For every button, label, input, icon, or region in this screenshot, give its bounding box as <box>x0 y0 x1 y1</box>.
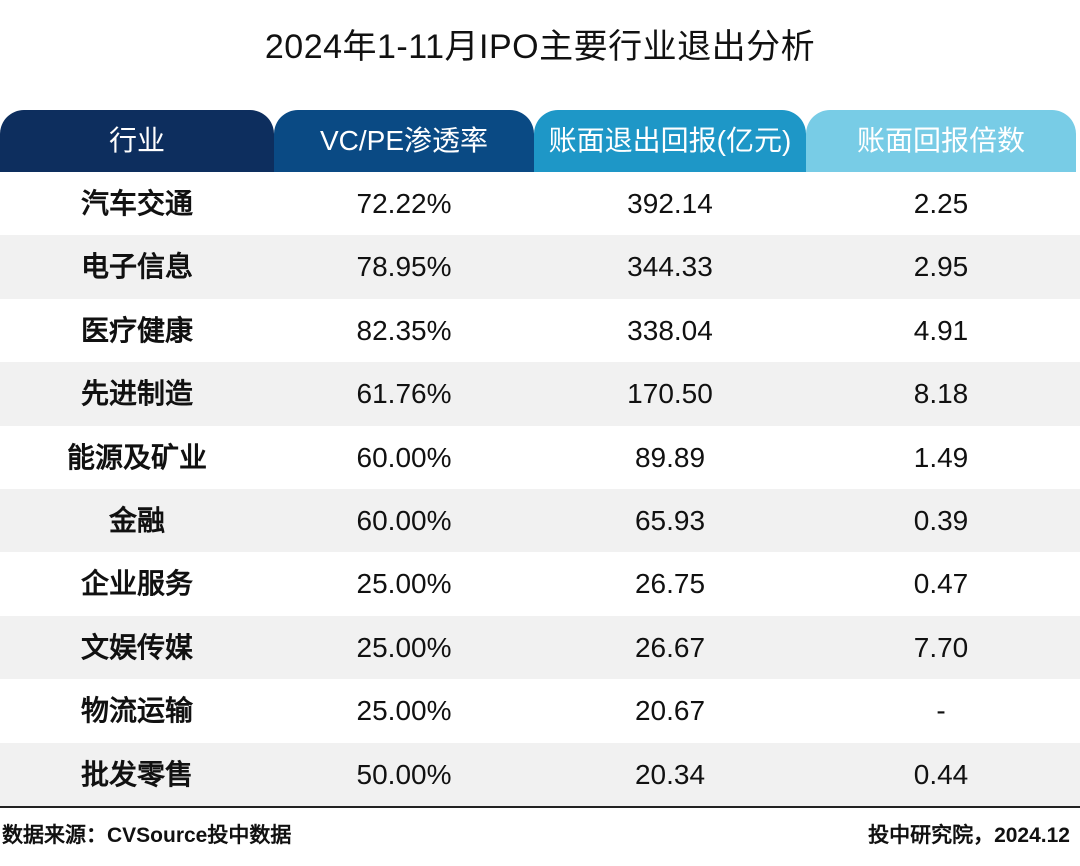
cell-book-exit-return: 338.04 <box>627 314 713 346</box>
cell-return-multiple: 4.91 <box>913 314 969 346</box>
cell-return-multiple: 0.47 <box>913 568 969 600</box>
table-body: 汽车交通 72.22% 392.14 2.25 电子信息 78.95% 344.33 2.95… <box>0 172 1080 806</box>
cell-return-multiple: 0.44 <box>913 758 969 790</box>
cell-industry: 先进制造 <box>80 378 193 410</box>
cell-industry: 能源及矿业 <box>66 441 207 473</box>
cell-return-multiple: 1.49 <box>913 441 969 473</box>
header-penetration-rate: VC/PE渗透率 <box>274 110 534 172</box>
table-row: 汽车交通 72.22% 392.14 2.25 <box>0 172 1080 235</box>
industry-exit-table: 行业 VC/PE渗透率 账面退出回报(亿元) 账面回报倍数 汽车交通 72.22%… <box>0 110 1080 806</box>
header-industry: 行业 <box>0 110 274 172</box>
table-row: 批发零售 50.00% 20.34 0.44 <box>0 742 1080 806</box>
cell-book-exit-return: 26.67 <box>634 631 706 663</box>
cell-industry: 电子信息 <box>80 251 193 283</box>
cell-book-exit-return: 89.89 <box>634 441 706 473</box>
cell-penetration-rate: 82.35% <box>356 314 452 346</box>
cell-book-exit-return: 26.75 <box>634 568 706 600</box>
publisher-credit: 投中研究院，2024.12 <box>868 824 1070 847</box>
cell-industry: 批发零售 <box>80 758 193 790</box>
cell-penetration-rate: 78.95% <box>356 251 452 283</box>
cell-book-exit-return: 65.93 <box>634 504 706 536</box>
table-row: 能源及矿业 60.00% 89.89 1.49 <box>0 426 1080 489</box>
cell-penetration-rate: 72.22% <box>356 188 452 219</box>
cell-return-multiple: 0.39 <box>913 504 969 536</box>
table-row: 企业服务 25.00% 26.75 0.47 <box>0 552 1080 615</box>
table-row: 文娱传媒 25.00% 26.67 7.70 <box>0 615 1080 680</box>
cell-industry: 物流运输 <box>80 695 193 727</box>
cell-return-multiple: 8.18 <box>913 378 969 410</box>
table-row: 医疗健康 82.35% 338.04 4.91 <box>0 299 1080 362</box>
table-row: 电子信息 78.95% 344.33 2.95 <box>0 235 1080 299</box>
table-row: 物流运输 25.00% 20.67 - <box>0 679 1080 742</box>
cell-industry: 汽车交通 <box>80 188 193 219</box>
cell-book-exit-return: 20.34 <box>634 758 706 790</box>
cell-return-multiple: - <box>936 695 946 727</box>
cell-penetration-rate: 25.00% <box>356 568 452 600</box>
cell-book-exit-return: 170.50 <box>627 378 713 410</box>
cell-industry: 金融 <box>108 504 165 536</box>
chart-title: 2024年1-11月IPO主要行业退出分析 <box>264 28 816 66</box>
cell-industry: 文娱传媒 <box>80 631 193 663</box>
cell-penetration-rate: 60.00% <box>356 441 452 473</box>
cell-penetration-rate: 61.76% <box>356 378 452 410</box>
table-bottom-divider <box>0 806 1080 808</box>
cell-book-exit-return: 20.67 <box>634 695 706 727</box>
cell-return-multiple: 2.95 <box>913 251 969 283</box>
cell-book-exit-return: 344.33 <box>627 251 713 283</box>
cell-industry: 医疗健康 <box>80 314 193 346</box>
table-row: 先进制造 61.76% 170.50 8.18 <box>0 362 1080 426</box>
cell-penetration-rate: 50.00% <box>356 758 452 790</box>
header-return-multiple: 账面回报倍数 <box>806 110 1076 172</box>
cell-penetration-rate: 25.00% <box>356 631 452 663</box>
cell-return-multiple: 2.25 <box>913 188 969 219</box>
header-book-exit-return: 账面退出回报(亿元) <box>534 110 806 172</box>
cell-book-exit-return: 392.14 <box>627 188 713 219</box>
cell-industry: 企业服务 <box>80 568 193 600</box>
cell-penetration-rate: 60.00% <box>356 504 452 536</box>
table-header: 行业 VC/PE渗透率 账面退出回报(亿元) 账面回报倍数 <box>0 110 1080 172</box>
data-source-note: 数据来源：CVSource投中数据 <box>2 824 292 847</box>
cell-return-multiple: 7.70 <box>913 631 969 663</box>
cell-penetration-rate: 25.00% <box>356 695 452 727</box>
table-row: 金融 60.00% 65.93 0.39 <box>0 488 1080 553</box>
